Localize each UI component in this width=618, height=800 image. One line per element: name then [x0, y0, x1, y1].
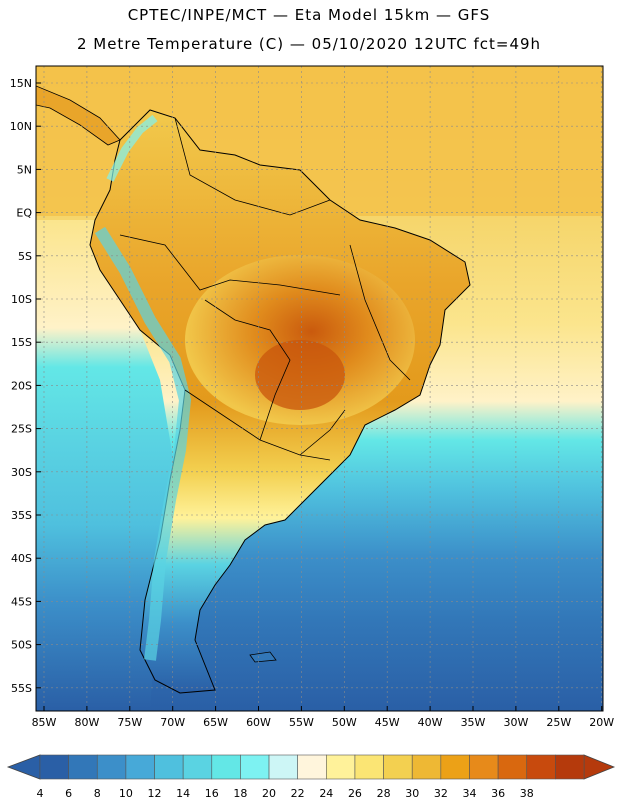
lat-label: 10S [11, 293, 32, 306]
lat-label: 5S [18, 250, 32, 263]
colorbar-label: 28 [377, 787, 391, 800]
longitude-axis: 85W 80W 75W 70W 65W 60W 55W 50W 45W 40W 35W 30W 25W 2… [32, 706, 614, 729]
lat-label: 5N [17, 163, 32, 176]
colorbar-swatch [125, 754, 155, 780]
lat-label: 35S [11, 509, 32, 522]
map-title-variable: 2 Metre Temperature (C) — 05/10/2020 12U… [76, 35, 542, 53]
lat-label: 20S [11, 379, 32, 392]
colorbar-swatch [96, 754, 127, 780]
lon-label: 20W [589, 716, 614, 729]
colorbar-left-arrow [6, 754, 41, 780]
colorbar-label: 4 [37, 787, 44, 800]
andes-cool-strip [94, 226, 192, 661]
colorbar-label: 8 [94, 787, 101, 800]
colorbar-swatch [383, 754, 413, 780]
colorbar-label: 12 [148, 787, 162, 800]
colorbar-swatch [182, 754, 213, 780]
colorbar-label: 16 [205, 787, 219, 800]
colorbar-swatch [555, 754, 585, 780]
colorbar-label: 18 [233, 787, 247, 800]
colorbar-swatch [297, 754, 327, 780]
central-america-landmass [36, 85, 121, 146]
lon-label: 80W [74, 716, 99, 729]
colorbar-swatch [154, 754, 184, 780]
colorbar-swatch [211, 754, 241, 780]
colorbar-label: 20 [262, 787, 276, 800]
pacific-ocean-field [36, 220, 175, 711]
latitude-axis: 15N 10N 5N EQ 5S 10S 15S 20S 25S 30S 35S 40S 45S 50S 5… [10, 77, 41, 695]
colorbar-label: 34 [462, 787, 476, 800]
lat-label: 15N [10, 77, 32, 90]
northern-andes-cool-strip [106, 114, 158, 182]
colorbar-label: 6 [65, 787, 72, 800]
colorbar-swatch [411, 754, 442, 780]
falkland-islands [249, 651, 277, 663]
colorbar-label: 24 [319, 787, 333, 800]
lat-label: 15S [11, 336, 32, 349]
lon-label: 70W [160, 716, 185, 729]
lon-label: 65W [203, 716, 228, 729]
colorbar-label: 30 [405, 787, 419, 800]
colorbar-swatch [68, 754, 98, 780]
colorbar-label: 22 [291, 787, 305, 800]
lon-label: 50W [332, 716, 357, 729]
colorbar-swatch [440, 754, 470, 780]
colorbar-swatch [354, 754, 384, 780]
colorbar-swatch [39, 754, 69, 780]
lat-label: 10N [10, 120, 32, 133]
colorbar-label: 36 [491, 787, 505, 800]
colorbar-right-arrow [583, 754, 616, 780]
lat-label: 30S [11, 466, 32, 479]
lat-label: EQ [16, 207, 32, 220]
lat-label: 25S [11, 423, 32, 436]
lon-label: 75W [117, 716, 142, 729]
lon-label: 85W [32, 716, 57, 729]
lon-label: 60W [246, 716, 271, 729]
country-borders [119, 117, 411, 461]
lon-label: 45W [375, 716, 400, 729]
lat-label: 45S [11, 595, 32, 608]
lat-label: 50S [11, 639, 32, 652]
colorbar: 4 6 8 10 12 14 16 18 20 22 24 26 28 30 32 34 36 38 [6, 754, 616, 800]
colorbar-swatch [526, 754, 556, 780]
lon-label: 30W [503, 716, 528, 729]
colorbar-label: 14 [176, 787, 190, 800]
colorbar-label: 32 [434, 787, 448, 800]
lon-label: 40W [418, 716, 443, 729]
colorbar-swatch [326, 754, 356, 780]
map-frame [35, 65, 604, 712]
peak-heat-region [255, 340, 345, 410]
colorbar-swatch [268, 754, 298, 780]
colorbar-label: 38 [520, 787, 534, 800]
lon-label: 55W [289, 716, 314, 729]
lon-label: 25W [546, 716, 571, 729]
colorbar-swatch [497, 754, 528, 780]
lat-label: 55S [11, 682, 32, 695]
colorbar-swatch [469, 754, 499, 780]
lat-label: 40S [11, 552, 32, 565]
colorbar-swatch [240, 754, 270, 780]
colorbar-label: 10 [119, 787, 133, 800]
colorbar-label: 26 [348, 787, 362, 800]
lon-label: 35W [461, 716, 486, 729]
map-title-model: CPTEC/INPE/MCT — Eta Model 15km — GFS [127, 6, 491, 24]
